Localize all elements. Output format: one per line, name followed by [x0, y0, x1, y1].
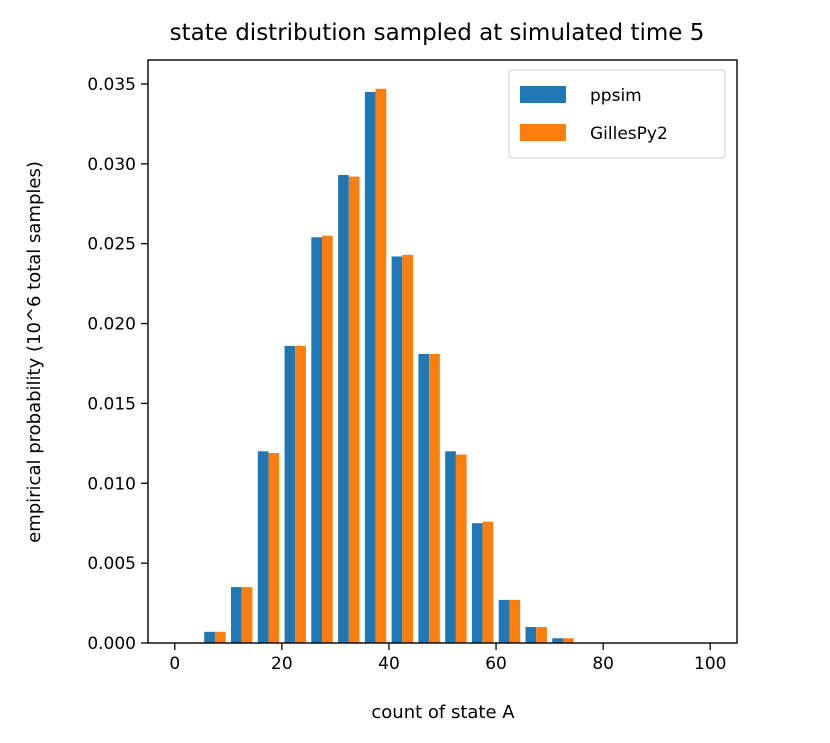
plot-frame	[147, 59, 738, 644]
y-axis-label: empirical probability (10^6 total sample…	[24, 161, 45, 543]
legend-label-gillespy2: GillesPy2	[590, 124, 668, 144]
bar-gillespy2-60	[509, 599, 521, 643]
y-tick-label: 0.010	[87, 474, 136, 494]
legend-box	[508, 69, 726, 159]
bar-ppsim-50	[445, 451, 456, 643]
bar-ppsim-20	[284, 345, 296, 643]
bar-gillespy2-10	[241, 587, 253, 643]
bar-gillespy2-35	[375, 88, 387, 644]
bars-group	[204, 88, 574, 644]
bar-ppsim-70	[552, 638, 563, 643]
x-tick-label: 20	[271, 654, 293, 674]
legend-swatch-ppsim	[520, 86, 566, 103]
bar-gillespy2-20	[295, 345, 306, 643]
bar-gillespy2-65	[536, 627, 547, 643]
x-tick-label: 80	[592, 654, 614, 674]
bar-ppsim-40	[391, 256, 403, 643]
bar-ppsim-45	[418, 353, 430, 643]
y-tick-label: 0.000	[87, 634, 136, 654]
x-tick-label: 40	[378, 654, 400, 674]
legend-label-ppsim: ppsim	[590, 86, 642, 106]
bar-ppsim-5	[204, 631, 215, 643]
y-tick-label: 0.005	[87, 554, 136, 574]
legend: ppsim GillesPy2	[508, 69, 726, 159]
y-tick-label: 0.030	[87, 155, 136, 175]
legend-swatch-gillespy2	[520, 124, 566, 141]
bar-ppsim-10	[230, 587, 242, 643]
x-tick-label: 60	[485, 654, 507, 674]
bar-ppsim-65	[525, 627, 537, 643]
bar-ppsim-15	[257, 451, 269, 643]
bar-ppsim-60	[498, 599, 510, 643]
bar-gillespy2-45	[429, 353, 440, 643]
bar-gillespy2-70	[562, 638, 574, 643]
bar-gillespy2-50	[455, 454, 467, 643]
bar-gillespy2-5	[214, 631, 226, 643]
bar-ppsim-30	[338, 175, 349, 643]
bar-ppsim-55	[471, 523, 483, 643]
y-tick-label: 0.035	[87, 75, 136, 95]
bar-gillespy2-40	[402, 254, 414, 643]
y-axis-ticks: 0.000 0.005 0.010 0.015 0.020 0.025 0.030 0.035	[87, 75, 148, 654]
bar-ppsim-35	[364, 91, 376, 644]
y-tick-label: 0.015	[87, 394, 136, 414]
bar-ppsim-25	[311, 237, 323, 643]
bar-gillespy2-25	[322, 235, 333, 644]
bar-gillespy2-15	[268, 452, 280, 643]
x-axis-ticks: 0 20 40 60 80 100	[169, 643, 726, 674]
bar-gillespy2-55	[482, 521, 494, 643]
chart-title: state distribution sampled at simulated …	[170, 20, 705, 46]
y-tick-label: 0.020	[87, 315, 136, 335]
x-axis-label: count of state A	[371, 702, 515, 723]
x-tick-label: 100	[694, 654, 726, 674]
bar-gillespy2-30	[348, 176, 360, 643]
y-tick-label: 0.025	[87, 235, 136, 255]
x-tick-label: 0	[169, 654, 180, 674]
